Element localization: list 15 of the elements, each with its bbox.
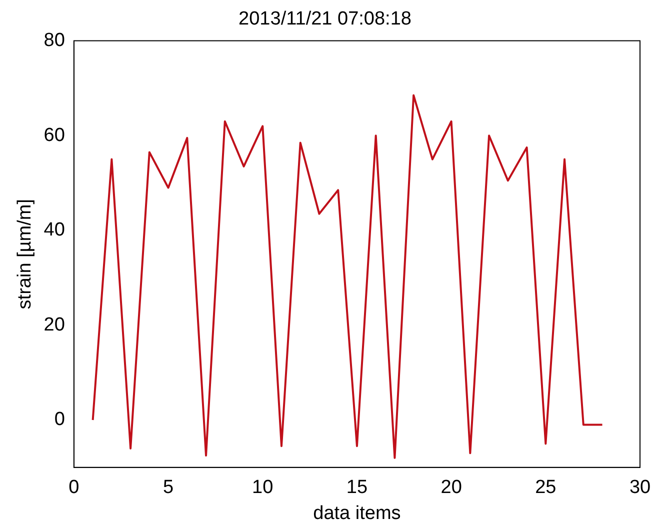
x-tick-label: 0 — [68, 477, 80, 498]
y-tick-label: 20 — [44, 314, 65, 336]
y-tick-label: 0 — [54, 409, 65, 430]
x-axis-title: data items — [313, 502, 401, 524]
x-tick-label: 5 — [162, 477, 174, 498]
x-tick-label: 30 — [629, 477, 651, 498]
x-tick-label: 20 — [440, 477, 462, 498]
y-axis-title: strain [µm/m] — [14, 199, 36, 310]
y-tick-label: 60 — [44, 124, 65, 146]
x-tick-label: 25 — [535, 477, 556, 498]
y-tick-label: 40 — [44, 220, 65, 241]
x-tick-label: 10 — [252, 477, 274, 498]
chart-title: 2013/11/21 07:08:18 — [238, 8, 412, 30]
y-tick-label: 80 — [44, 30, 65, 52]
x-tick-label: 15 — [346, 477, 368, 498]
